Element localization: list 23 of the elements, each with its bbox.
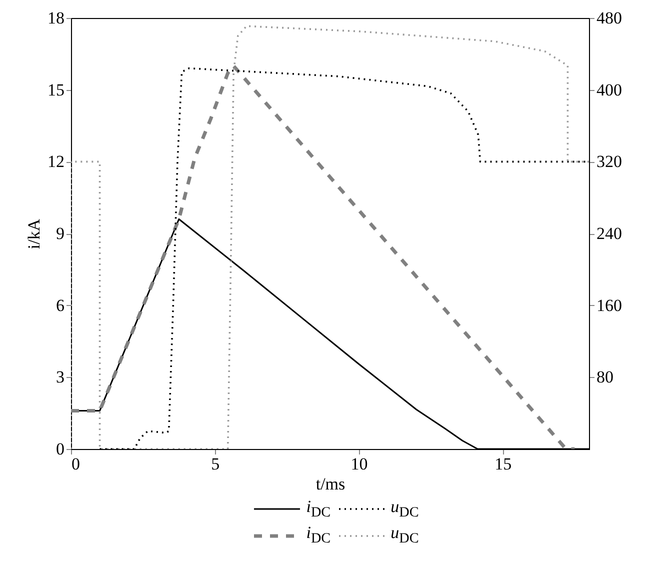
x-tick-label: 0: [72, 454, 80, 474]
legend-label: i$_{DC}$: [306, 523, 331, 548]
legend-label: u$_{DC}$: [390, 497, 419, 522]
x-tick-label: 10: [350, 454, 368, 474]
x-axis-title: t/ms: [316, 474, 346, 494]
y2-tick-label: 320: [596, 152, 622, 172]
y-tick-label: 15: [48, 80, 64, 100]
x-tick-label: 5: [211, 454, 220, 474]
y-tick-label: 12: [48, 152, 64, 172]
y-tick-label: 6: [56, 296, 64, 315]
y2-tick-label: 160: [596, 296, 622, 315]
y2-tick-label: 480: [596, 8, 622, 28]
y-tick-label: 3: [56, 368, 64, 387]
y2-tick-label: 400: [596, 80, 622, 100]
legend-label: i$_{DC}$: [306, 497, 331, 522]
y-tick-label: 18: [48, 8, 64, 28]
y-axis-title: i/kA: [24, 218, 44, 250]
y-tick-label: 9: [56, 224, 64, 243]
y2-tick-label: 80: [596, 368, 614, 387]
y2-tick-label: 240: [596, 224, 622, 243]
y-tick-label: 0: [56, 440, 64, 458]
legend-label: u$_{DC}$: [390, 523, 419, 548]
x-tick-label: 15: [494, 454, 512, 474]
